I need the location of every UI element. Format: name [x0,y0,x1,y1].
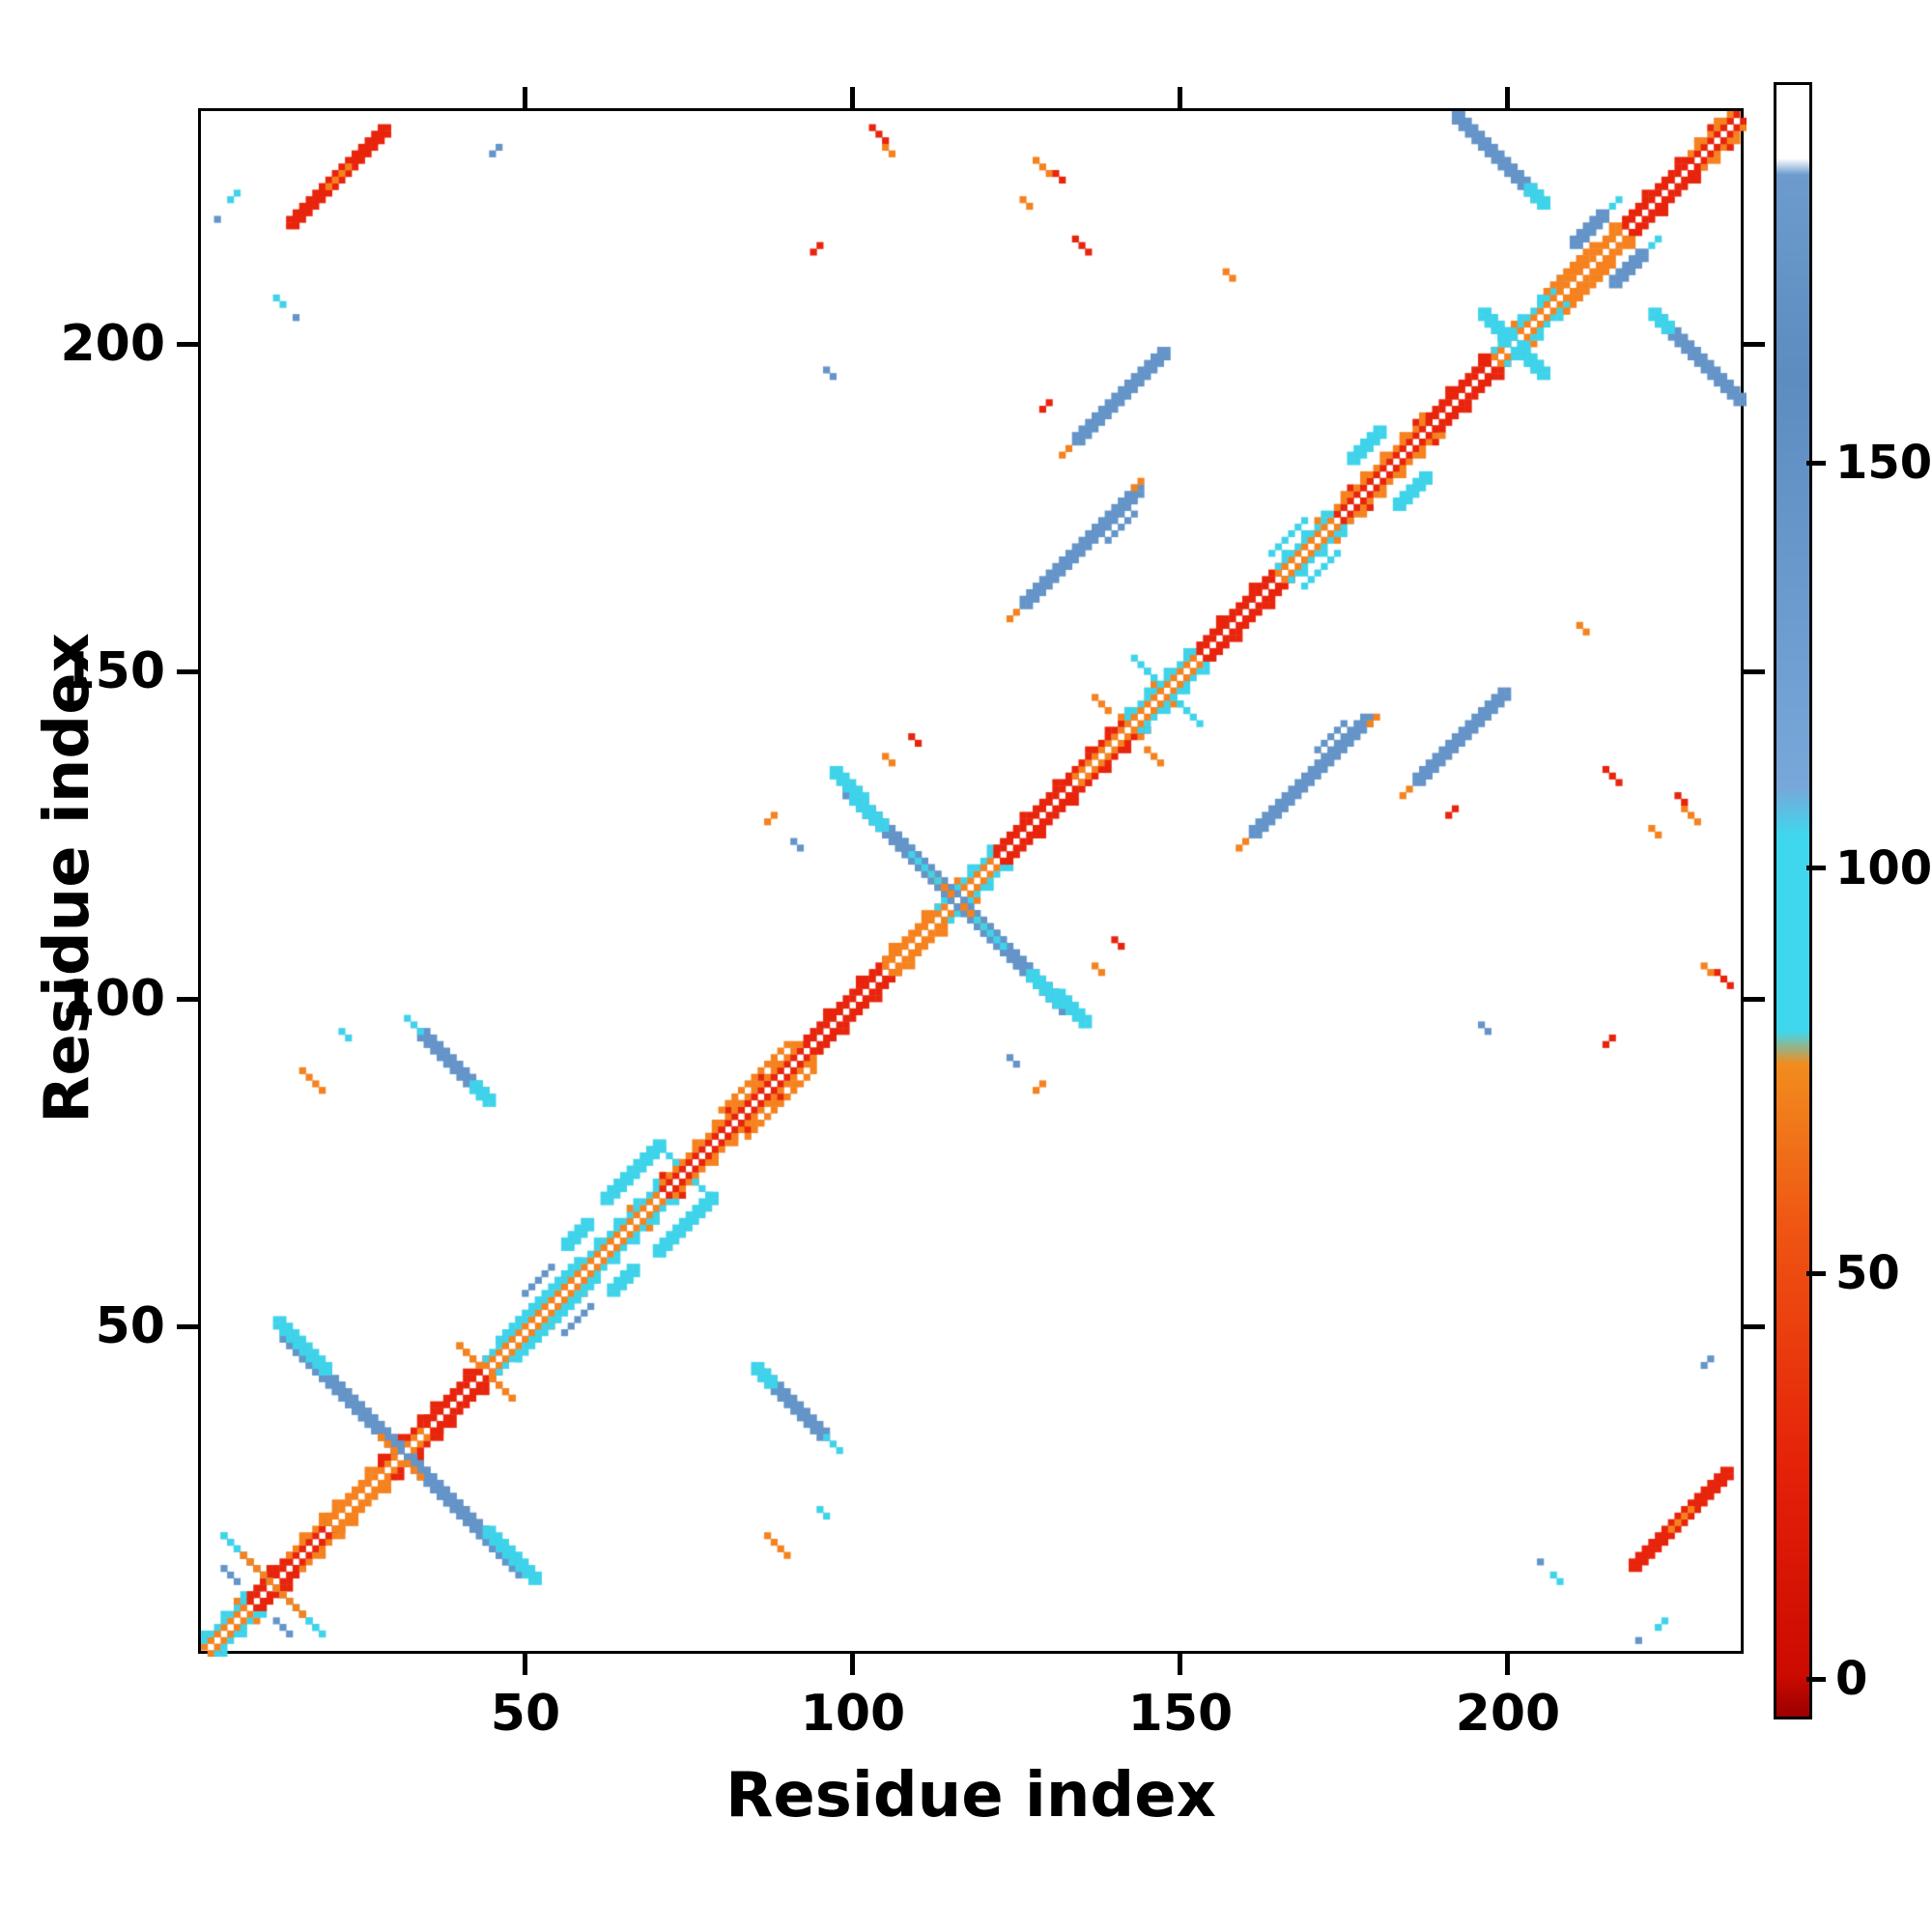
colorbar [1774,82,1812,1719]
colorbar-tick-label: 0 [1835,1652,1868,1707]
colorbar-gradient [1776,85,1809,1717]
colorbar-tick-mark [1806,1676,1826,1682]
x-axis-label: Residue index [725,1760,1216,1832]
plot-area [198,108,1747,1657]
colorbar-tick-label: 50 [1835,1246,1900,1301]
x-tick-label: 50 [490,1685,561,1743]
x-tick-label: 100 [800,1685,906,1743]
x-tick-mark-top [1178,87,1183,108]
x-tick-label: 150 [1127,1685,1234,1743]
x-tick-mark [1505,1654,1511,1675]
y-tick-mark-right [1744,668,1765,674]
y-tick-mark [177,1323,198,1329]
y-tick-mark-right [1744,1323,1765,1329]
colorbar-tick-label: 150 [1835,436,1932,491]
y-tick-label: 100 [60,970,165,1029]
colorbar-tick-mark [1806,866,1826,871]
y-tick-mark [177,341,198,347]
y-tick-label: 150 [60,642,165,701]
x-tick-label: 200 [1455,1685,1561,1743]
y-tick-label: 200 [60,315,165,374]
contact-map-canvas [201,111,1747,1657]
x-tick-mark [1178,1654,1183,1675]
x-tick-mark [523,1654,528,1675]
colorbar-tick-mark [1806,1270,1826,1276]
y-tick-mark-right [1744,341,1765,347]
colorbar-tick-label: 100 [1835,840,1932,895]
y-tick-mark-right [1744,996,1765,1002]
x-tick-mark-top [523,87,528,108]
x-tick-mark-top [850,87,856,108]
x-tick-mark-top [1505,87,1511,108]
y-tick-mark [177,996,198,1002]
y-tick-label: 50 [95,1297,165,1356]
colorbar-tick-mark [1806,460,1826,466]
x-tick-mark [850,1654,856,1675]
y-tick-mark [177,668,198,674]
